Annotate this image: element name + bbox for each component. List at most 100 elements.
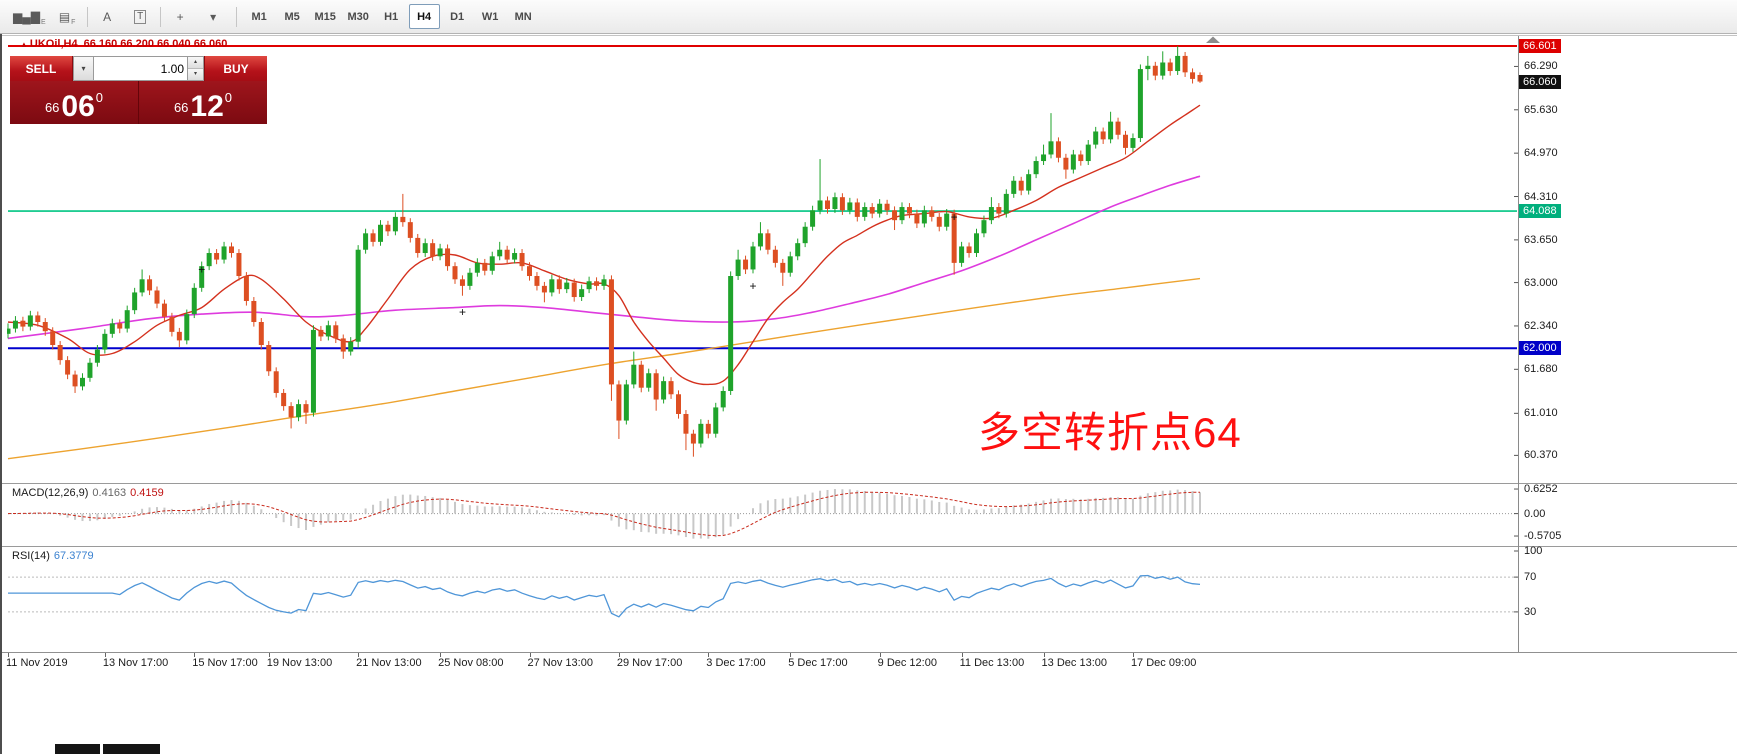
quote-header: ▲ UKOil,H4 66.160 66.200 66.040 66.060 (20, 38, 227, 50)
crosshair-icon[interactable]: + (176, 9, 184, 24)
text-label-icon[interactable]: A (103, 9, 112, 24)
bottom-tab-1[interactable] (55, 744, 100, 754)
rsi-tick-label: 30 (1524, 605, 1537, 618)
macd-indicator-label: MACD(12,26,9) 0.4163 0.4159 (12, 487, 164, 499)
symbol-label: UKOil,H4 (29, 38, 78, 50)
sell-button[interactable]: SELL (10, 56, 73, 81)
svg-text:+: + (951, 210, 958, 224)
svg-text:+: + (198, 262, 205, 276)
time-tick (194, 653, 196, 657)
price-badge: 64.088 (1519, 204, 1561, 219)
chart-annotation-text: 多空转折点64 (978, 409, 1242, 456)
price-tick-label: 61.680 (1524, 363, 1558, 376)
time-label: 29 Nov 17:00 (616, 657, 683, 669)
timeframe-d1[interactable]: D1 (450, 10, 465, 23)
time-tick (268, 653, 270, 657)
time-label: 13 Nov 17:00 (102, 657, 169, 669)
rsi-tick-label: 70 (1524, 571, 1537, 584)
timeframe-h4[interactable]: H4 (408, 4, 440, 29)
time-label: 17 Dec 09:00 (1130, 657, 1197, 669)
price-tick-label: 65.630 (1524, 103, 1558, 116)
time-label: 3 Dec 17:00 (706, 657, 766, 669)
timeframe-m15[interactable]: M15 (314, 10, 336, 23)
timeframe-m5[interactable]: M5 (284, 10, 300, 23)
price-tick-label: 63.650 (1524, 233, 1558, 246)
bid-price-display[interactable]: 66 06 0 (10, 81, 138, 124)
toolbar-icon-group: ▆▄▇ E ▤ F A T + ▾ (8, 4, 230, 29)
volume-increment-button[interactable]: ▴ (188, 57, 203, 69)
time-tick (961, 653, 963, 657)
time-label: 13 Dec 13:00 (1041, 657, 1107, 669)
ask-price-whole: 66 (173, 100, 189, 115)
timeframe-m1[interactable]: M1 (251, 10, 267, 23)
macd-signal-value: 0.4159 (130, 487, 164, 499)
bar-chart-icon[interactable]: ▆▄▇ E (13, 9, 46, 27)
timeframe-group: M1 M5 M15 M30 H1 H4 D1 W1 MN (243, 4, 540, 29)
timeframe-mn[interactable]: MN (514, 10, 532, 23)
time-tick (1043, 653, 1045, 657)
price-badge: 66.601 (1519, 39, 1561, 53)
price-axis[interactable]: 66.290 65.630 64.970 64.310 63.650 63.000 62.3… (1519, 36, 1736, 652)
time-tick (440, 653, 442, 657)
price-tick-label: 64.310 (1524, 190, 1558, 203)
svg-text:+: + (459, 305, 466, 319)
rsi-indicator-label: RSI(14) 67.3779 (12, 550, 94, 562)
price-tick-label: 63.000 (1524, 276, 1558, 289)
timeframe-h1[interactable]: H1 (384, 10, 399, 23)
bid-price-whole: 66 (44, 100, 60, 115)
macd-tick-label: 0.00 (1524, 507, 1546, 520)
time-tick (618, 653, 620, 657)
ask-price-pips: 12 (190, 89, 224, 123)
ask-price-fraction: 0 (224, 90, 233, 105)
price-badge: 66.060 (1519, 74, 1561, 89)
price-tick-label: 61.010 (1524, 407, 1558, 420)
volume-dropdown-button[interactable]: ▾ (73, 56, 93, 81)
buy-button[interactable]: BUY (204, 56, 267, 81)
time-label: 11 Dec 13:00 (959, 657, 1025, 669)
price-badge: 62.000 (1519, 341, 1561, 356)
time-label: 5 Dec 17:00 (788, 657, 848, 669)
bottom-tab-2[interactable] (103, 744, 160, 754)
bid-price-fraction: 0 (95, 90, 104, 105)
price-tick-label: 62.340 (1524, 319, 1558, 332)
text-box-icon[interactable]: T (125, 4, 156, 29)
time-tick (529, 653, 531, 657)
time-label: 21 Nov 13:00 (356, 657, 422, 669)
time-tick (879, 653, 881, 657)
time-label: 25 Nov 08:00 (438, 657, 504, 669)
time-tick (104, 653, 106, 657)
rsi-value: 67.3779 (53, 550, 94, 562)
time-tick (358, 653, 360, 657)
data-window-icon[interactable]: ▤ F (58, 9, 76, 27)
toolbar-separator (235, 6, 237, 27)
macd-tick-label: -0.5705 (1524, 530, 1562, 543)
timeframe-m30[interactable]: M30 (347, 10, 369, 23)
time-label: 9 Dec 12:00 (877, 657, 937, 669)
price-tick-label: 66.290 (1524, 60, 1558, 73)
time-tick (8, 653, 9, 657)
dropdown-arrow-icon[interactable]: ▾ (210, 9, 217, 24)
time-label: 19 Nov 13:00 (266, 657, 333, 669)
ohlc-values: 66.160 66.200 66.040 66.060 (83, 38, 228, 50)
time-tick (708, 653, 710, 657)
macd-main-value: 0.4163 (92, 487, 127, 499)
time-label: 27 Nov 13:00 (527, 657, 593, 669)
symbol-arrow-icon: ▲ (20, 40, 28, 49)
toolbar: ▆▄▇ E ▤ F A T + ▾ M1 M5 M15 M30 H1 H4 D1 W1 MN (0, 0, 1737, 34)
rsi-name: RSI(14) (12, 550, 50, 562)
rsi-tick-label: 100 (1524, 545, 1543, 557)
timeframe-w1[interactable]: W1 (481, 10, 499, 23)
volume-input[interactable] (93, 56, 188, 81)
svg-text:+: + (749, 279, 756, 293)
time-tick (1132, 653, 1134, 657)
bid-price-pips: 06 (61, 89, 95, 123)
macd-name: MACD(12,26,9) (12, 487, 89, 499)
price-tick-label: 60.370 (1524, 449, 1558, 462)
ask-price-display[interactable]: 66 12 0 (138, 81, 267, 124)
window-border (0, 34, 2, 754)
time-axis[interactable]: 11 Nov 2019 13 Nov 17:00 15 Nov 17:00 19 No… (0, 652, 1737, 676)
volume-decrement-button[interactable]: ▾ (188, 69, 203, 80)
time-tick (790, 653, 792, 657)
